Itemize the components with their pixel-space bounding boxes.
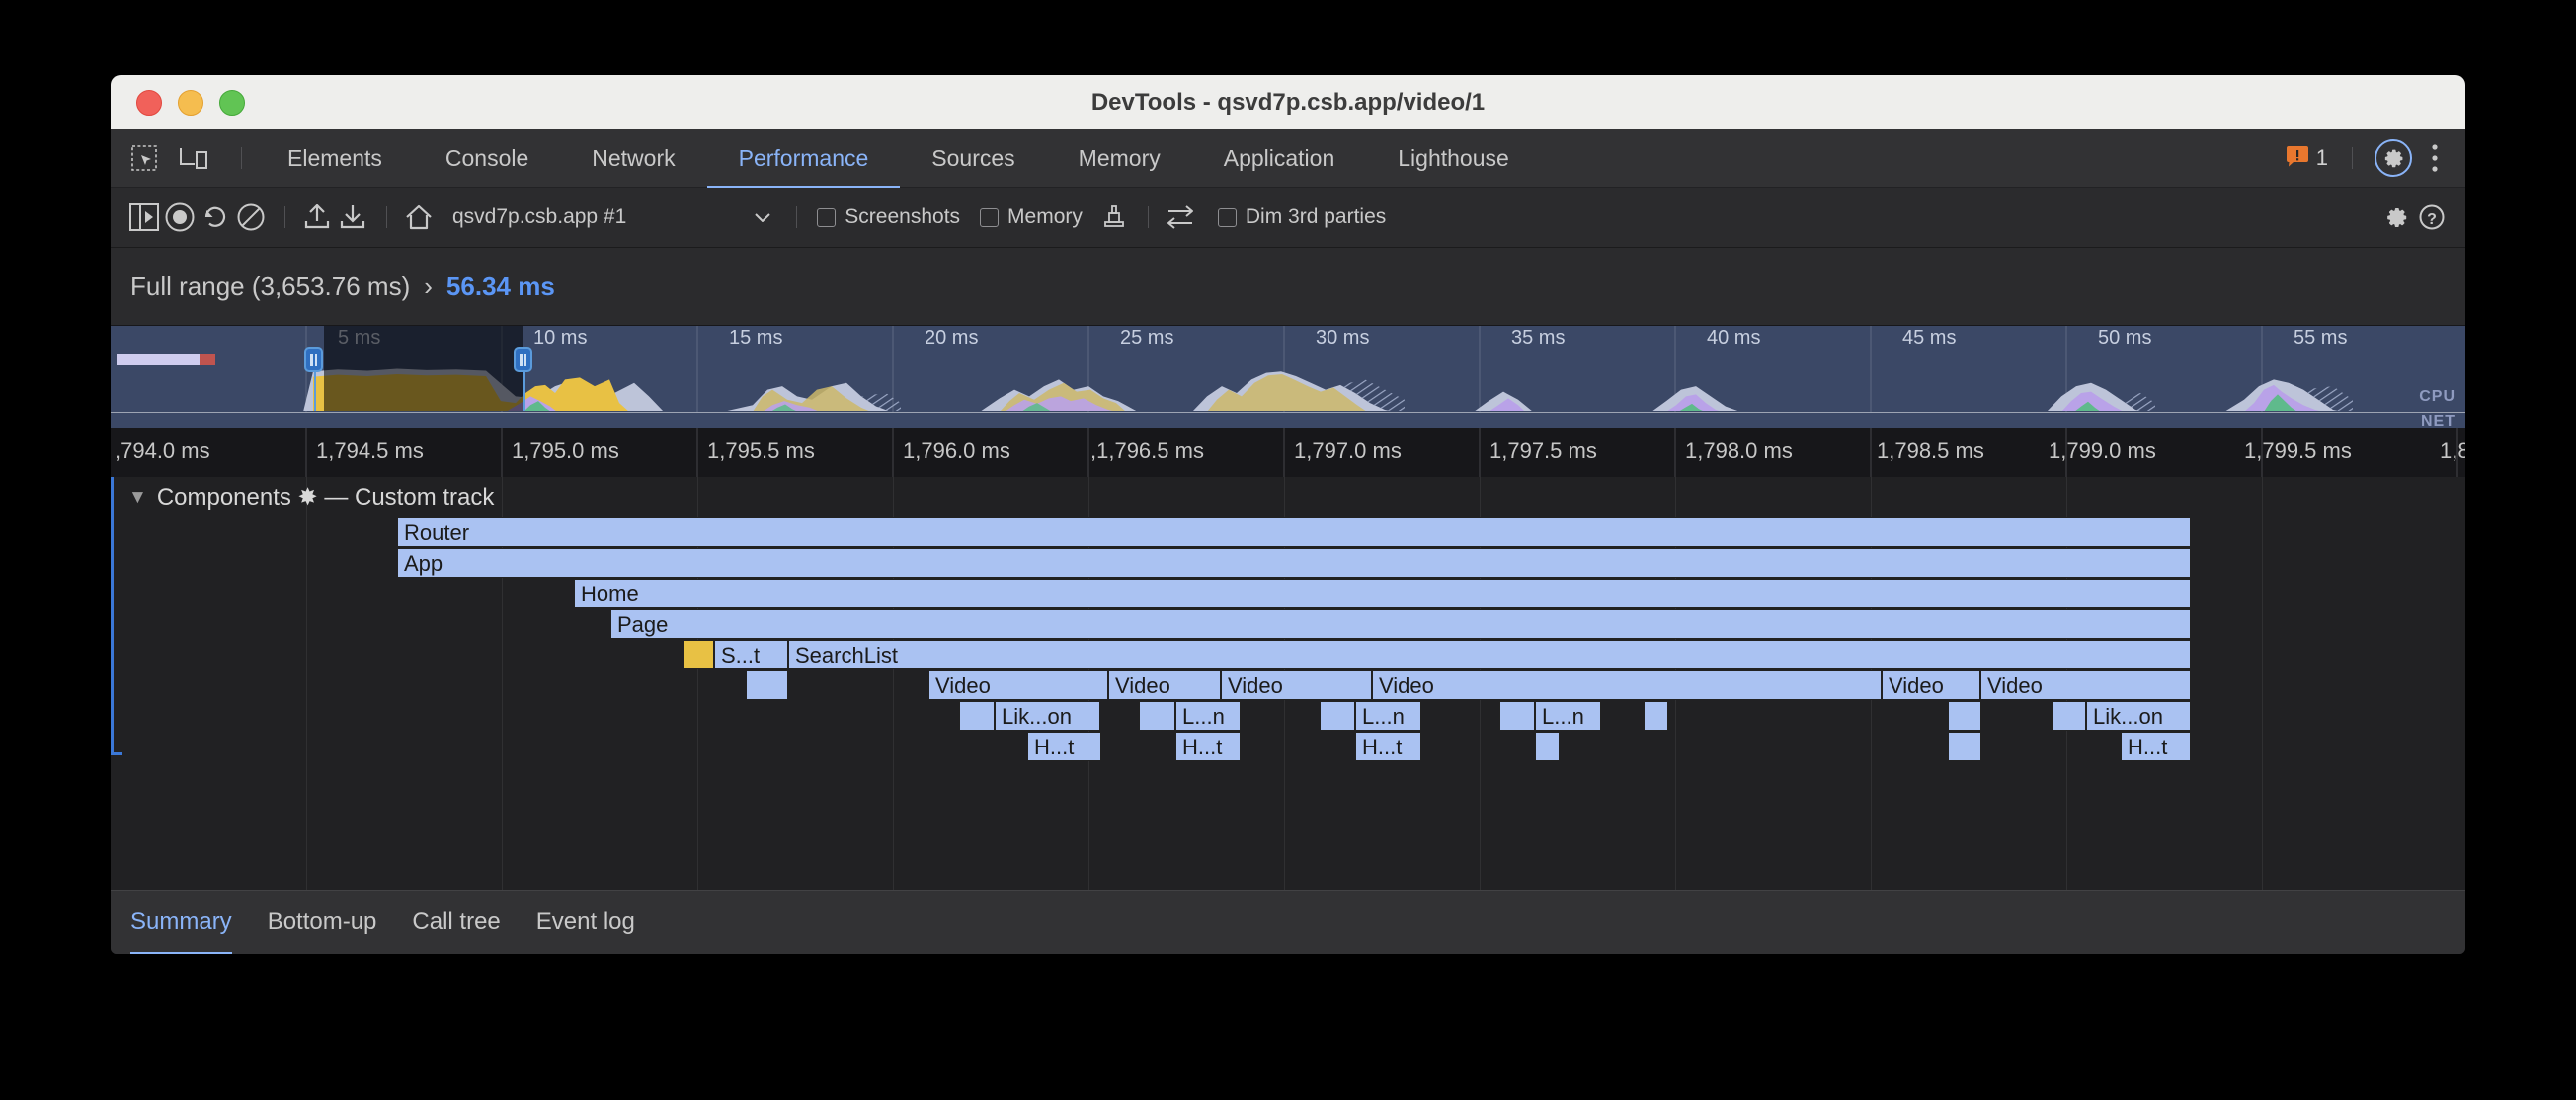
svg-text:50 ms: 50 ms [2098, 327, 2151, 349]
svg-text:1,799.5 ms: 1,799.5 ms [2244, 438, 2352, 463]
svg-text:1,798.0 ms: 1,798.0 ms [1685, 438, 1793, 463]
svg-text:1,798.5 ms: 1,798.5 ms [1877, 438, 1984, 463]
svg-text:45 ms: 45 ms [1902, 327, 1956, 349]
svg-text:1,797.0 ms: 1,797.0 ms [1294, 438, 1402, 463]
svg-text:1,800.0 ms: 1,800.0 ms [2440, 438, 2465, 463]
svg-text:5 ms: 5 ms [338, 327, 380, 349]
svg-text:30 ms: 30 ms [1316, 327, 1369, 349]
svg-text:1,796.0 ms: 1,796.0 ms [903, 438, 1010, 463]
svg-text:?: ? [2427, 211, 2437, 228]
svg-text:1,795.5 ms: 1,795.5 ms [707, 438, 815, 463]
svg-text:15 ms: 15 ms [729, 327, 782, 349]
svg-text:,1,796.5 ms: ,1,796.5 ms [1090, 438, 1204, 463]
svg-text:,794.0 ms: ,794.0 ms [115, 438, 210, 463]
svg-text:55 ms: 55 ms [2294, 327, 2347, 349]
svg-text:10 ms: 10 ms [533, 327, 587, 349]
svg-text:1,794.5 ms: 1,794.5 ms [316, 438, 424, 463]
svg-text:1,797.5 ms: 1,797.5 ms [1489, 438, 1597, 463]
svg-text:20 ms: 20 ms [925, 327, 978, 349]
svg-text:1,795.0 ms: 1,795.0 ms [512, 438, 619, 463]
svg-text:40 ms: 40 ms [1707, 327, 1760, 349]
svg-text:25 ms: 25 ms [1120, 327, 1173, 349]
svg-text:35 ms: 35 ms [1511, 327, 1565, 349]
svg-text:1,799.0 ms: 1,799.0 ms [2049, 438, 2156, 463]
